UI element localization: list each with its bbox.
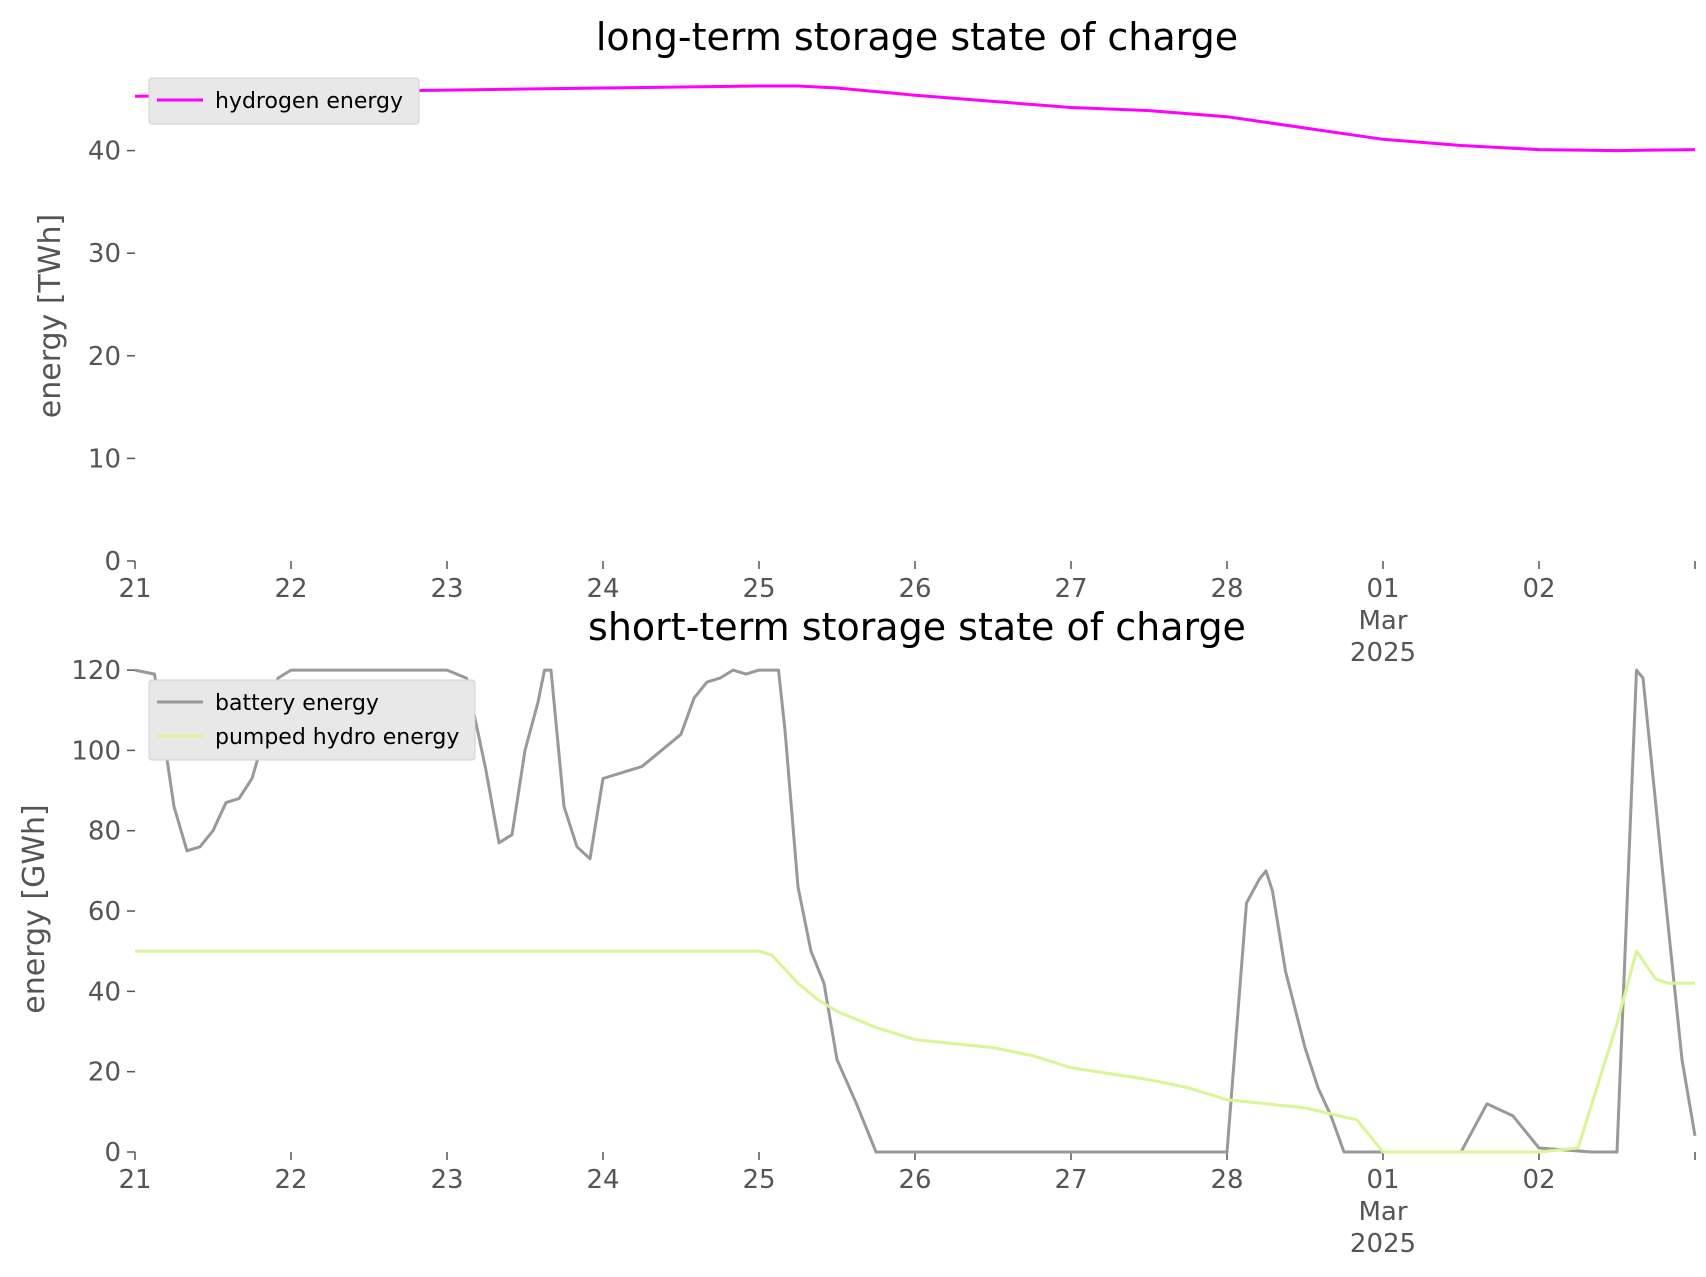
x-tick-label: 27: [1054, 574, 1087, 604]
y-axis-label: energy [TWh]: [33, 214, 68, 418]
x-tick-label: 25: [742, 574, 775, 604]
x-tick-label: 23: [430, 1165, 463, 1195]
y-tick-label: 80: [88, 817, 121, 847]
x-tick-sublabel: 2025: [1350, 1229, 1416, 1259]
legend-box: [148, 77, 420, 125]
y-tick-label: 100: [71, 736, 121, 766]
y-ticks: 0 20 40 60 80 100 120: [71, 656, 135, 1168]
x-tick-label: 21: [118, 1165, 151, 1195]
x-tick-label: 28: [1210, 1165, 1243, 1195]
y-tick-label: 30: [88, 239, 121, 269]
x-tick-label: 26: [898, 574, 931, 604]
legend: hydrogen energy: [148, 77, 420, 125]
y-tick-label: 0: [104, 1138, 121, 1168]
short-term-storage-chart: short-term storage state of charge energ…: [17, 605, 1697, 1259]
x-tick-sublabel: Mar: [1358, 606, 1407, 636]
x-tick-label: 22: [274, 1165, 307, 1195]
x-tick-label: 28: [1210, 574, 1243, 604]
y-tick-label: 120: [71, 656, 121, 686]
x-tick-label: 27: [1054, 1165, 1087, 1195]
y-tick-label: 40: [88, 977, 121, 1007]
x-tick-label: 24: [586, 1165, 619, 1195]
x-tick-label: 26: [898, 1165, 931, 1195]
series-line: [135, 949, 1695, 1154]
y-tick-label: 60: [88, 897, 121, 927]
y-tick-label: 20: [88, 342, 121, 372]
y-tick-label: 20: [88, 1058, 121, 1088]
legend-box: [148, 679, 476, 761]
legend-label: pumped hydro energy: [215, 725, 459, 750]
x-tick-label: 01: [1366, 574, 1399, 604]
y-tick-label: 0: [104, 547, 121, 577]
x-tick-label: 01: [1366, 1165, 1399, 1195]
chart-title: short-term storage state of charge: [588, 605, 1246, 649]
x-tick-label: 02: [1522, 574, 1555, 604]
x-tick-label: 21: [118, 574, 151, 604]
x-tick-label: 23: [430, 574, 463, 604]
x-tick-sublabel: 2025: [1350, 638, 1416, 668]
x-tick-label: 02: [1522, 1165, 1555, 1195]
legend-label: hydrogen energy: [215, 89, 403, 114]
x-tick-sublabel: Mar: [1358, 1197, 1407, 1227]
legend: battery energy pumped hydro energy: [148, 679, 476, 761]
series-lines: [134, 668, 1697, 1154]
long-term-storage-chart: long-term storage state of charge energy…: [33, 15, 1696, 668]
y-axis-label: energy [GWh]: [17, 804, 52, 1013]
x-tick-label: 22: [274, 574, 307, 604]
x-tick-label: 25: [742, 1165, 775, 1195]
x-tick-label: 24: [586, 574, 619, 604]
y-ticks: 0 10 20 30 40: [88, 137, 135, 577]
y-tick-label: 10: [88, 444, 121, 474]
legend-label: battery energy: [215, 691, 379, 716]
y-tick-label: 40: [88, 137, 121, 167]
chart-title: long-term storage state of charge: [596, 15, 1238, 59]
